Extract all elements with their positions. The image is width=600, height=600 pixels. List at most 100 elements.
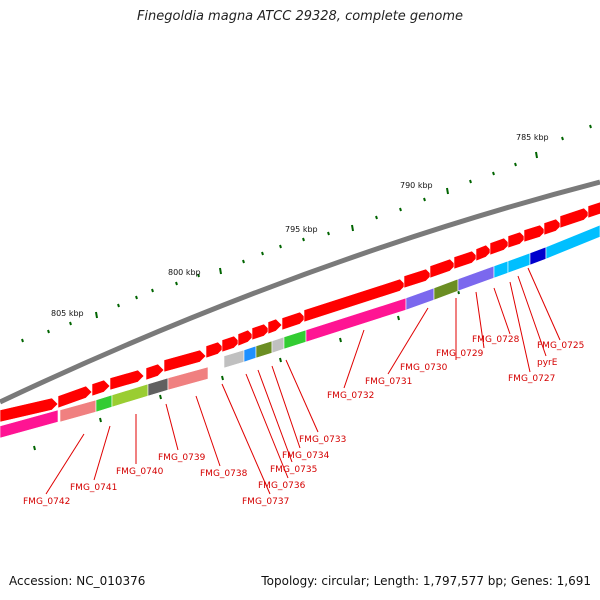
genome-title: Finegoldia magna ATCC 29328, complete ge…	[136, 9, 464, 24]
forward-gene	[453, 250, 479, 270]
reverse-gene	[529, 246, 547, 266]
gene-label: pyrE	[537, 358, 558, 368]
gene-label: FMG_0725	[537, 341, 584, 351]
gene-label: FMG_0736	[258, 481, 306, 491]
gene-label: FMG_0734	[282, 451, 330, 461]
scale-tick	[535, 151, 538, 159]
gene-leader-line	[93, 425, 111, 481]
scale-tick	[117, 303, 120, 308]
scale-label: 795 kbp	[285, 225, 318, 234]
scale-tick	[446, 187, 449, 195]
gene-label: FMG_0733	[299, 435, 346, 445]
gene-leader-line	[45, 433, 85, 495]
gene-label: FMG_0741	[70, 483, 117, 493]
scale-tick	[492, 171, 495, 176]
scale-tick	[351, 224, 354, 232]
scale-tick	[242, 259, 245, 264]
scale-tick	[423, 197, 426, 202]
gene-label: FMG_0731	[365, 377, 412, 387]
reverse-gene	[271, 336, 285, 354]
inner-tick	[99, 417, 102, 423]
scale-label: 805 kbp	[51, 309, 84, 318]
gene-leader-line	[271, 365, 301, 449]
forward-gene	[489, 237, 511, 256]
gene-leader-line	[343, 329, 365, 389]
scale-ticks	[21, 124, 592, 451]
forward-gene	[475, 244, 493, 262]
backbone-arc	[0, 179, 600, 405]
reverse-gene	[243, 345, 257, 363]
gene-labels: FMG_0725 pyrE FMG_0727 FMG_0728 FMG_0729 FMG_…	[23, 335, 584, 507]
scale-tick	[95, 311, 98, 319]
gene-leader-line	[475, 291, 485, 349]
gene-leader-line	[221, 383, 271, 495]
reverse-gene	[457, 265, 495, 292]
inner-tick	[159, 394, 162, 400]
forward-gene	[251, 323, 271, 341]
scale-tick	[197, 273, 200, 278]
scale-tick	[175, 281, 178, 286]
forward-gene	[303, 278, 407, 323]
gene-label: FMG_0738	[200, 469, 248, 479]
gene-label: FMG_0727	[508, 374, 555, 384]
inner-tick	[33, 445, 36, 451]
scale-tick	[47, 329, 50, 334]
scale-tick	[21, 338, 24, 343]
scale-tick	[399, 207, 402, 212]
gene-label: FMG_0742	[23, 497, 70, 507]
scale-tick	[589, 124, 592, 129]
reverse-gene	[95, 394, 113, 413]
forward-gene	[267, 318, 283, 335]
scale-tick	[151, 288, 154, 293]
forward-gene	[163, 349, 207, 373]
scale-tick	[327, 231, 330, 236]
forward-gene	[281, 311, 307, 331]
reverse-gene	[283, 329, 307, 350]
scale-tick	[261, 251, 264, 256]
scale-tick	[514, 162, 517, 167]
forward-gene	[145, 363, 165, 381]
gene-leader-line	[257, 369, 293, 463]
reverse-gene	[405, 287, 435, 311]
reverse-gene	[507, 252, 531, 274]
gene-leader-line	[509, 281, 531, 373]
forward-gene	[403, 268, 433, 289]
forward-gene	[91, 379, 111, 397]
forward-gene	[559, 207, 591, 229]
reverse-gene	[0, 409, 59, 439]
gene-label: FMG_0732	[327, 391, 374, 401]
scale-label: 785 kbp	[516, 133, 549, 142]
gene-leader-line	[195, 395, 221, 467]
gene-leader-line	[527, 267, 561, 341]
forward-gene	[221, 335, 241, 353]
accession-label: Accession: NC_010376	[9, 574, 146, 588]
reverse-gene	[255, 340, 273, 359]
gene-leader-line	[387, 307, 429, 375]
forward-gene	[523, 224, 547, 243]
gene-label: FMG_0729	[436, 349, 484, 359]
forward-gene	[109, 369, 145, 391]
forward-gene	[543, 218, 563, 236]
forward-gene	[205, 341, 225, 359]
forward-gene	[587, 201, 600, 219]
scale-tick	[375, 215, 378, 220]
scale-label: 790 kbp	[400, 181, 433, 190]
inner-tick	[397, 315, 400, 321]
genome-summary: Topology: circular; Length: 1,797,577 bp…	[261, 574, 591, 588]
scale-tick	[561, 136, 564, 141]
scale-tick	[69, 321, 72, 326]
inner-tick	[339, 337, 342, 343]
forward-gene	[429, 258, 457, 279]
inner-tick	[279, 357, 282, 363]
scale-tick	[302, 237, 305, 242]
reverse-gene	[167, 366, 209, 391]
reverse-gene	[545, 224, 600, 260]
reverse-gene	[147, 377, 169, 397]
scale-tick	[469, 179, 472, 184]
forward-gene	[507, 231, 527, 249]
genome-backbone	[0, 179, 600, 405]
scale-labels: 785 kbp 790 kbp 795 kbp 800 kbp 805 kbp	[51, 133, 549, 318]
inner-tick	[221, 375, 224, 381]
